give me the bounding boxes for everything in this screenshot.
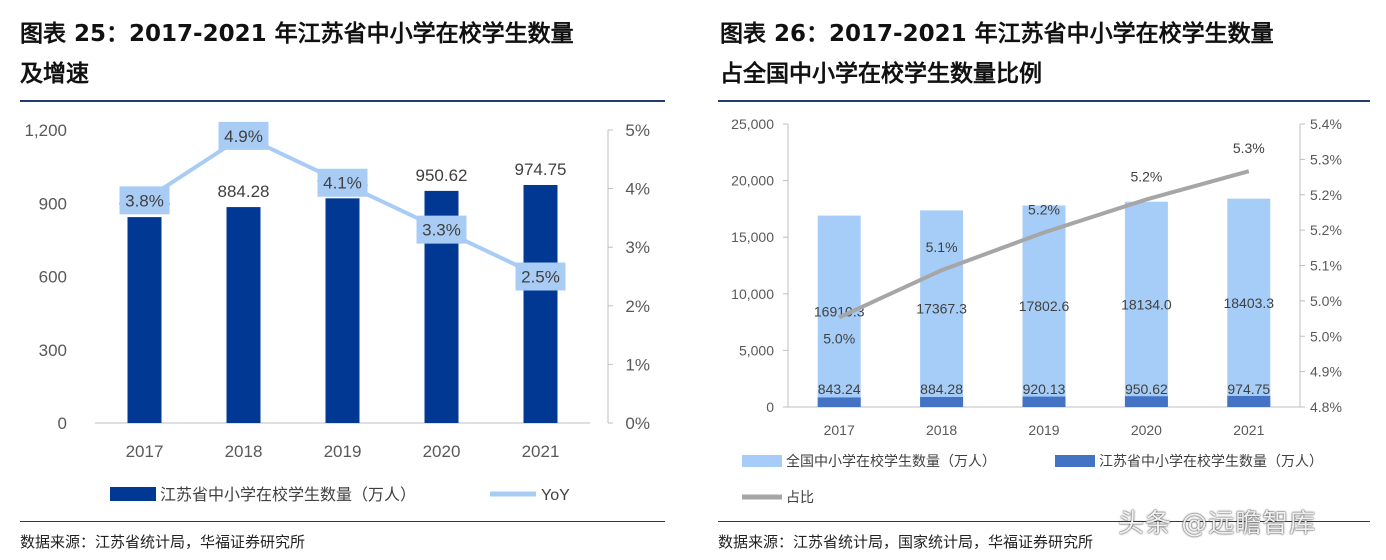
figure-26-chart: 0 5,000 10,000 15,000 20,000 25,000 4.8% 4.9% 5.… bbox=[731, 116, 1342, 506]
bar-jiangsu-2018 bbox=[226, 207, 261, 423]
bar-jiangsu-2021 bbox=[523, 184, 558, 423]
bar-value-label: 950.62 bbox=[416, 166, 468, 185]
bar-jiangsu-2019 bbox=[325, 198, 360, 423]
share-value-label: 5.2% bbox=[1028, 201, 1060, 217]
bar-jiangsu-2019 bbox=[1022, 396, 1066, 407]
figure-26-bottom-rule bbox=[718, 521, 1370, 522]
figure-26-top-rule bbox=[718, 100, 1370, 102]
y-right-tick-label: 5.2% bbox=[1310, 222, 1342, 238]
figure-25-bottom-rule bbox=[20, 521, 665, 522]
y-right-tick-label: 1% bbox=[625, 355, 650, 374]
y-right-tick-label: 5.0% bbox=[1310, 293, 1342, 309]
yoy-label-box bbox=[317, 168, 368, 197]
yoy-value-label: 4.1% bbox=[323, 174, 362, 193]
y-right-tick-label: 5.0% bbox=[1310, 328, 1342, 344]
y-right-tick-label: 5.3% bbox=[1310, 151, 1342, 167]
legend-swatch-jiangsu bbox=[110, 487, 156, 501]
figure-26-source: 数据来源：江苏省统计局，国家统计局，华福证券研究所 bbox=[718, 533, 1094, 551]
yoy-value-label: 4.9% bbox=[224, 127, 263, 146]
national-value-label: 18134.0 bbox=[1121, 296, 1172, 312]
jiangsu-value-label: 920.13 bbox=[1023, 381, 1066, 397]
yoy-label-box bbox=[119, 186, 170, 215]
bar-national-2018 bbox=[920, 210, 964, 407]
y-left-tick-label: 10,000 bbox=[731, 286, 774, 302]
share-value-label: 5.1% bbox=[926, 239, 958, 255]
bar-jiangsu-2017 bbox=[817, 397, 861, 407]
share-value-label: 5.0% bbox=[823, 330, 855, 346]
share-value-label: 5.3% bbox=[1233, 140, 1265, 156]
legend-label-national: 全国中小学在校学生数量（万人） bbox=[786, 453, 996, 470]
bar-national-2021 bbox=[1227, 198, 1271, 407]
y-left-tick-label: 5,000 bbox=[739, 342, 774, 358]
national-value-label: 17367.3 bbox=[916, 301, 967, 317]
yoy-value-label: 3.3% bbox=[422, 221, 461, 240]
legend-label-yoy: YoY bbox=[541, 487, 570, 504]
y-right-tick-label: 5.4% bbox=[1310, 116, 1342, 132]
bar-value-label: 884.28 bbox=[218, 182, 270, 201]
y-right-tick-label: 5% bbox=[625, 121, 650, 140]
bar-value-label: 974.75 bbox=[515, 160, 567, 179]
legend-swatch-jiangsu bbox=[1055, 455, 1095, 467]
jiangsu-value-label: 974.75 bbox=[1227, 381, 1270, 397]
national-value-label: 18403.3 bbox=[1223, 295, 1274, 311]
y-left-tick-label: 20,000 bbox=[731, 173, 774, 189]
figure-25-top-rule bbox=[20, 100, 665, 102]
y-left-tick-label: 15,000 bbox=[731, 229, 774, 245]
x-tick-label: 2021 bbox=[1233, 422, 1264, 438]
y-left-tick-label: 25,000 bbox=[731, 116, 774, 132]
x-tick-label: 2017 bbox=[126, 442, 164, 461]
national-value-label: 17802.6 bbox=[1019, 298, 1070, 314]
yoy-value-label: 3.8% bbox=[125, 191, 164, 210]
x-tick-label: 2017 bbox=[824, 422, 855, 438]
x-tick-label: 2018 bbox=[926, 422, 957, 438]
figure-25-title: 图表 25：2017-2021 年江苏省中小学在校学生数量 及增速 bbox=[20, 21, 574, 87]
y-right-tick-label: 2% bbox=[625, 297, 650, 316]
bar-national-2020 bbox=[1124, 201, 1168, 407]
y-left-tick-label: 600 bbox=[39, 268, 67, 287]
jiangsu-value-label: 884.28 bbox=[920, 381, 963, 397]
x-tick-label: 2021 bbox=[522, 442, 560, 461]
yoy-label-box bbox=[218, 121, 269, 150]
yoy-label-box bbox=[515, 262, 566, 291]
y-left-tick-label: 0 bbox=[58, 414, 67, 433]
y-right-tick-label: 3% bbox=[625, 238, 650, 257]
y-right-tick-label: 0% bbox=[625, 414, 650, 433]
y-right-tick-label: 5.1% bbox=[1310, 258, 1342, 274]
jiangsu-value-label: 950.62 bbox=[1125, 381, 1168, 397]
legend-label-jiangsu: 江苏省中小学在校学生数量（万人） bbox=[1099, 453, 1323, 470]
y-right-tick-label: 4.8% bbox=[1310, 399, 1342, 415]
y-left-tick-label: 1,200 bbox=[24, 121, 67, 140]
y-right-tick-label: 4.9% bbox=[1310, 364, 1342, 380]
bar-jiangsu-2018 bbox=[920, 396, 964, 407]
legend-label-share: 占比 bbox=[786, 490, 814, 506]
jiangsu-value-label: 843.24 bbox=[818, 381, 861, 397]
x-tick-label: 2019 bbox=[1028, 422, 1059, 438]
yoy-label-box bbox=[416, 215, 467, 244]
y-left-tick-label: 900 bbox=[39, 194, 67, 213]
figure-25-chart: 0 300 600 900 1,200 0% 1% 2% 3% 4% 5% 2017 2018 2019 2… bbox=[24, 121, 650, 504]
figure-25-source: 数据来源：江苏省统计局，华福证券研究所 bbox=[20, 533, 306, 551]
y-left-tick-label: 300 bbox=[39, 341, 67, 360]
legend-label-jiangsu: 江苏省中小学在校学生数量（万人） bbox=[160, 485, 416, 504]
yoy-value-label: 2.5% bbox=[521, 268, 560, 287]
x-tick-label: 2019 bbox=[324, 442, 362, 461]
figure-26-title: 图表 26：2017-2021 年江苏省中小学在校学生数量 占全国中小学在校学生… bbox=[720, 21, 1274, 87]
x-tick-label: 2020 bbox=[423, 442, 461, 461]
bar-jiangsu-2017 bbox=[127, 217, 162, 423]
x-tick-label: 2020 bbox=[1131, 422, 1162, 438]
watermark-text: 头条 @远瞻智库 bbox=[1118, 509, 1317, 539]
national-value-label: 16910.3 bbox=[814, 303, 865, 319]
y-left-tick-label: 0 bbox=[766, 399, 774, 415]
share-value-label: 5.2% bbox=[1130, 168, 1162, 184]
share-line bbox=[838, 169, 1250, 320]
x-tick-label: 2018 bbox=[225, 442, 263, 461]
bar-jiangsu-2020 bbox=[1124, 396, 1168, 407]
y-right-tick-label: 4% bbox=[625, 180, 650, 199]
legend-swatch-national bbox=[742, 455, 782, 467]
y-right-tick-label: 5.2% bbox=[1310, 187, 1342, 203]
bar-jiangsu-2021 bbox=[1227, 395, 1271, 407]
